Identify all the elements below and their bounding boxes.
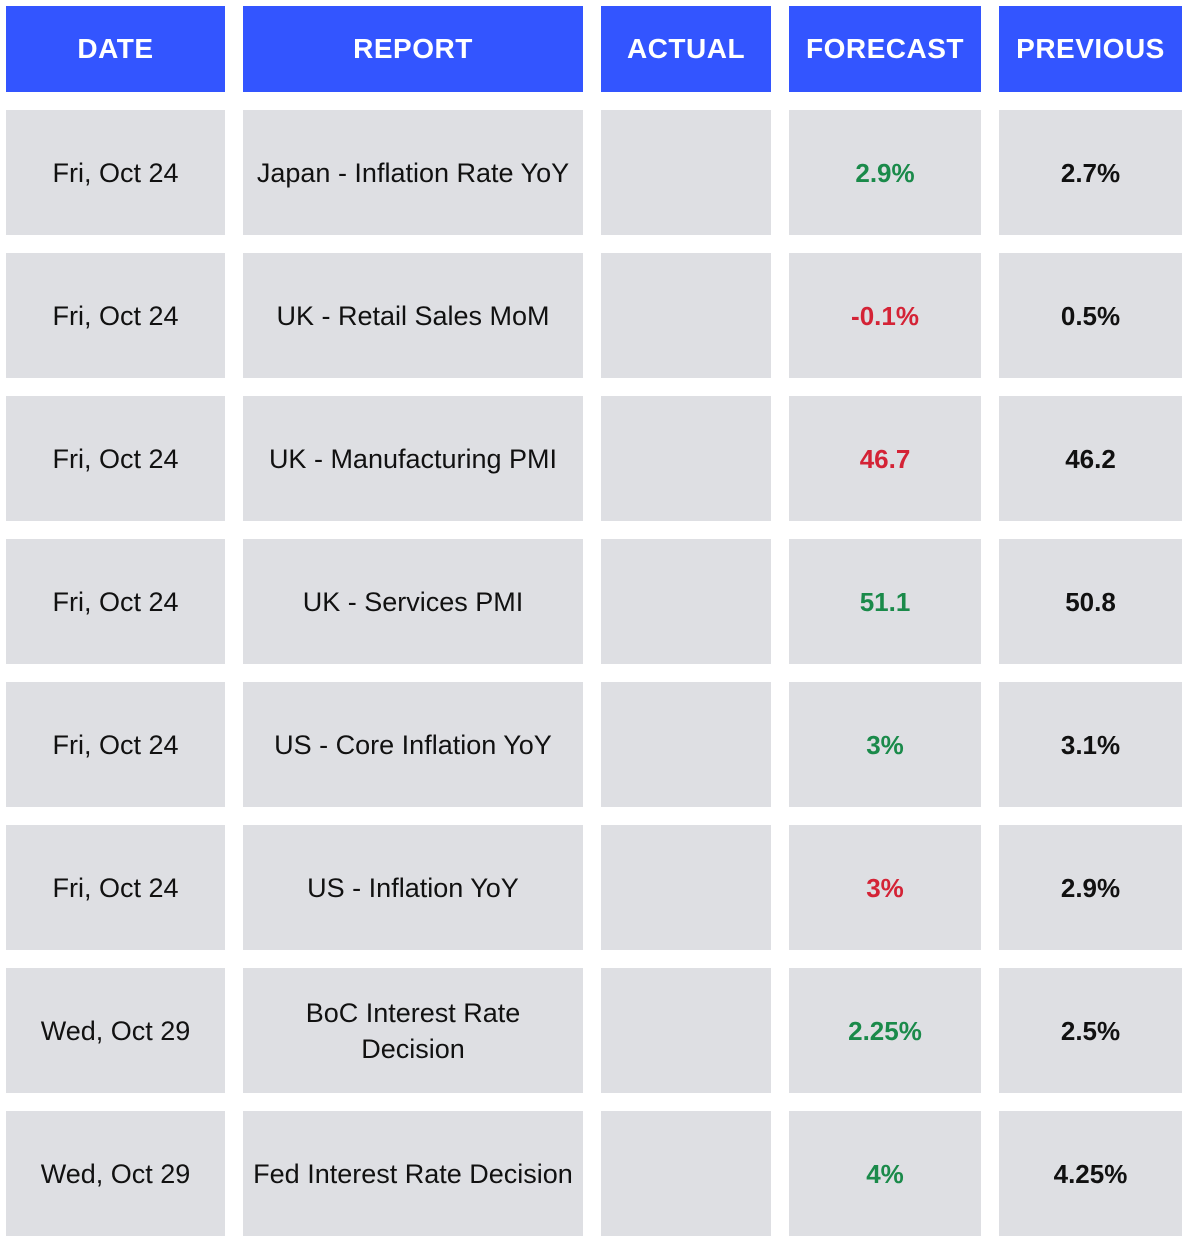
forecast-cell: 51.1 xyxy=(789,539,981,664)
forecast-cell: 2.25% xyxy=(789,968,981,1093)
forecast-cell: -0.1% xyxy=(789,253,981,378)
actual-cell xyxy=(601,682,771,807)
previous-cell: 2.5% xyxy=(999,968,1182,1093)
actual-cell xyxy=(601,253,771,378)
previous-cell: 3.1% xyxy=(999,682,1182,807)
date-cell: Fri, Oct 24 xyxy=(6,110,225,235)
actual-cell xyxy=(601,825,771,950)
date-cell: Wed, Oct 29 xyxy=(6,968,225,1093)
forecast-cell: 3% xyxy=(789,825,981,950)
forecast-cell: 3% xyxy=(789,682,981,807)
date-cell: Fri, Oct 24 xyxy=(6,539,225,664)
date-cell: Fri, Oct 24 xyxy=(6,396,225,521)
previous-cell: 50.8 xyxy=(999,539,1182,664)
actual-cell xyxy=(601,1111,771,1236)
report-cell: UK - Manufacturing PMI xyxy=(243,396,583,521)
report-cell: Fed Interest Rate Decision xyxy=(243,1111,583,1236)
date-cell: Wed, Oct 29 xyxy=(6,1111,225,1236)
actual-cell xyxy=(601,968,771,1093)
actual-cell xyxy=(601,396,771,521)
previous-cell: 46.2 xyxy=(999,396,1182,521)
report-cell: US - Inflation YoY xyxy=(243,825,583,950)
date-cell: Fri, Oct 24 xyxy=(6,682,225,807)
report-cell: Japan - Inflation Rate YoY xyxy=(243,110,583,235)
date-cell: Fri, Oct 24 xyxy=(6,825,225,950)
actual-cell xyxy=(601,110,771,235)
previous-cell: 2.9% xyxy=(999,825,1182,950)
header-report: REPORT xyxy=(243,6,583,92)
previous-cell: 4.25% xyxy=(999,1111,1182,1236)
report-cell: BoC Interest Rate Decision xyxy=(243,968,583,1093)
actual-cell xyxy=(601,539,771,664)
report-cell: US - Core Inflation YoY xyxy=(243,682,583,807)
header-date: DATE xyxy=(6,6,225,92)
header-forecast: FORECAST xyxy=(789,6,981,92)
report-cell: UK - Retail Sales MoM xyxy=(243,253,583,378)
date-cell: Fri, Oct 24 xyxy=(6,253,225,378)
previous-cell: 0.5% xyxy=(999,253,1182,378)
forecast-cell: 46.7 xyxy=(789,396,981,521)
forecast-cell: 2.9% xyxy=(789,110,981,235)
header-actual: ACTUAL xyxy=(601,6,771,92)
report-cell: UK - Services PMI xyxy=(243,539,583,664)
forecast-cell: 4% xyxy=(789,1111,981,1236)
previous-cell: 2.7% xyxy=(999,110,1182,235)
header-previous: PREVIOUS xyxy=(999,6,1182,92)
